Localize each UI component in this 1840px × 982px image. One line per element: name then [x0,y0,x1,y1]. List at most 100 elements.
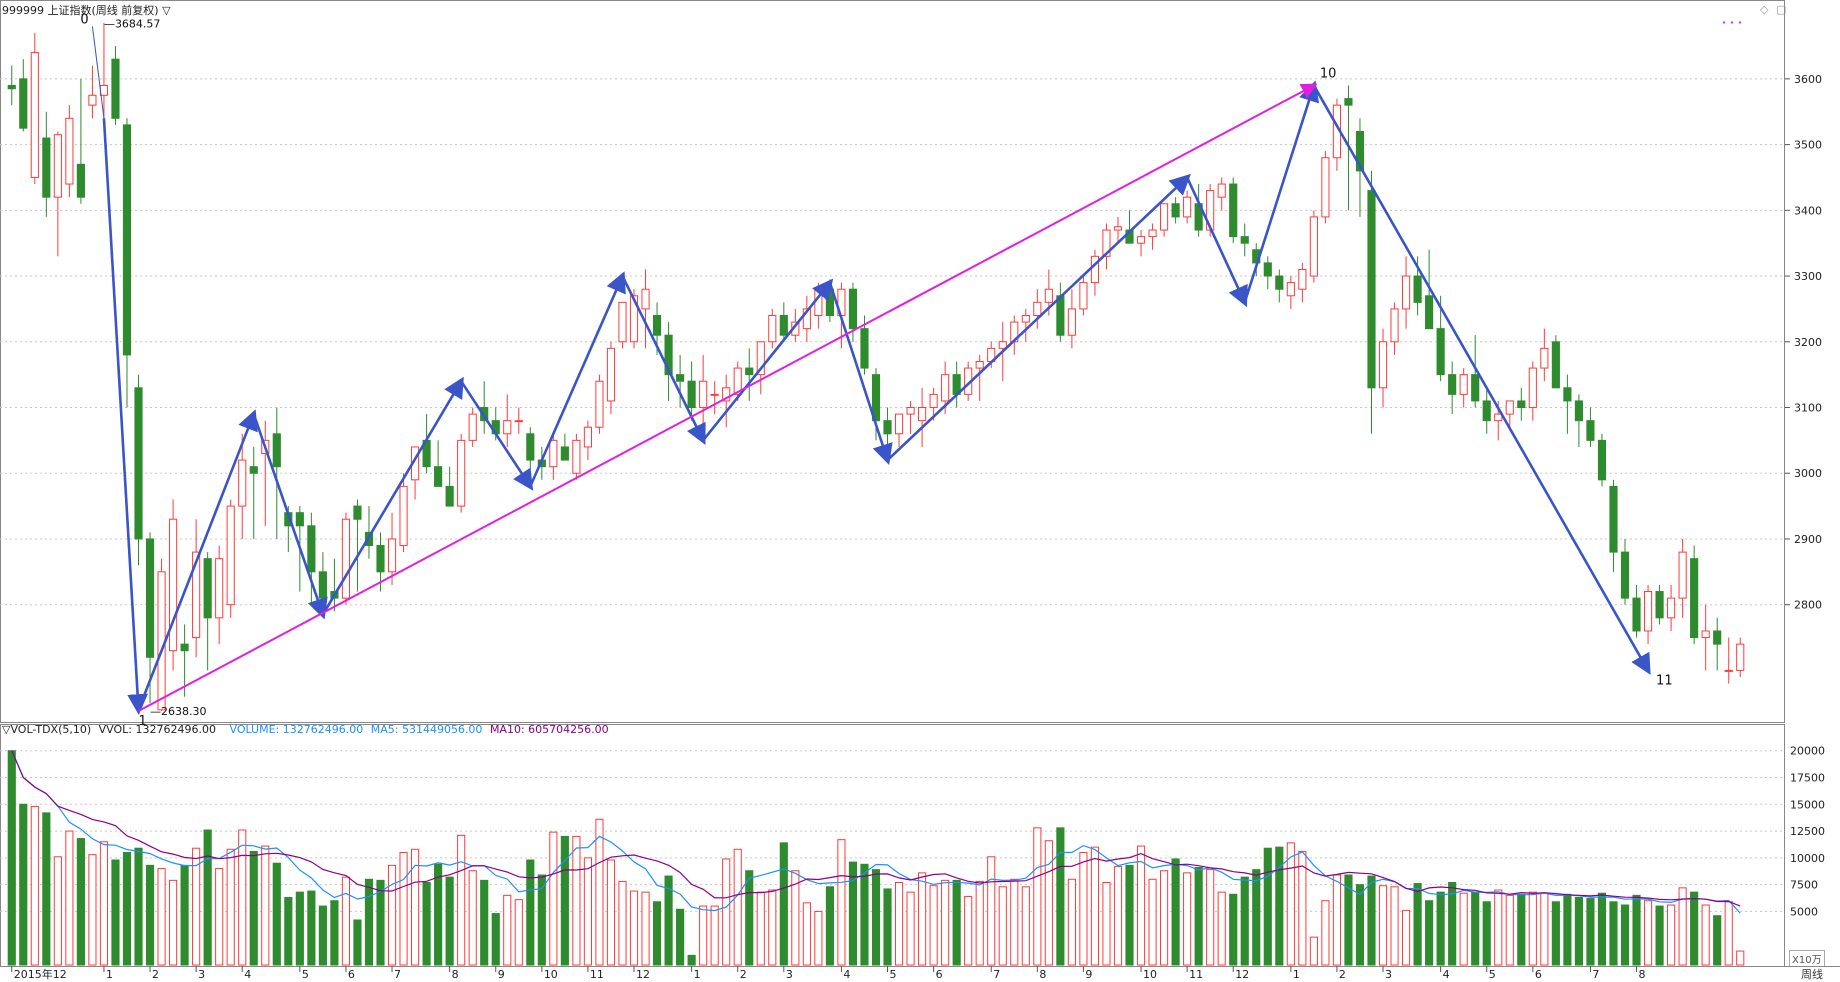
volume-bar [1113,865,1123,966]
candle-body [169,518,178,652]
time-tick-label: 2 [1339,968,1346,981]
price-tick-label: 3400 [1794,204,1822,217]
time-tick-label: 3 [198,968,205,981]
candle-body [192,551,201,639]
candle-body [848,288,858,330]
volume-bar [1390,886,1399,966]
trend-line [138,83,1318,712]
time-tick-label: 12 [636,968,650,981]
wave-point-label: 1 [139,714,147,729]
candle-body [238,459,247,507]
candle-body [998,341,1007,349]
candle-body [1321,157,1330,218]
price-tick-label: 3100 [1794,402,1822,415]
volume-bar [157,868,166,966]
volume-bar [1033,827,1042,966]
price-tick-label: 2900 [1794,533,1822,546]
volume-bar [1240,876,1249,966]
volume-bar [295,891,304,966]
volume-bar [1436,891,1445,966]
volume-bar [1067,878,1076,966]
volume-bar [215,868,224,966]
time-tick-label: 1 [694,968,701,981]
volume-bar [387,864,397,966]
candle-body [1597,439,1607,481]
candle-body [434,466,443,487]
candle-body [1067,308,1076,336]
candle-body [1517,400,1526,409]
candle-body [583,426,592,448]
volume-bar [1298,850,1307,966]
candle-body [1355,130,1365,172]
volume-bar [318,905,327,966]
volume-bar [652,901,662,966]
volume-bar [169,879,178,966]
time-tick-label: 6 [1535,968,1542,981]
candle-body [1655,591,1664,619]
volume-bar [1505,894,1514,966]
volume-bar [1471,891,1480,966]
candle-body [1033,301,1042,316]
volume-bar [1701,904,1710,966]
vvol-value: VVOL: 132762496.00 [98,723,216,736]
volume-bar [88,854,97,966]
restore-icon[interactable]: ◇ [1760,3,1769,16]
volume-bar [1171,858,1180,966]
time-tick-label: 5 [1489,968,1496,981]
period-label[interactable]: 周线 [1801,968,1823,981]
candle-body [606,347,616,402]
candle-body [1436,328,1445,376]
volume-bar [445,876,454,966]
candle-body [1736,643,1745,671]
volume-bar [699,905,708,966]
wave-segment [1185,176,1248,308]
volume-bar [883,888,892,966]
time-tick-label: 1 [106,968,113,981]
candle-body [318,571,327,599]
candle-body [1309,216,1318,277]
volume-bar [1678,887,1687,966]
volume-bar [929,885,938,966]
wave-point-label: 10 [1320,66,1337,81]
volume-bar [733,848,742,966]
candle-body [526,433,535,461]
volume-bar [745,870,754,966]
candle-body [1102,229,1111,257]
volume-tick-label: 17500 [1790,772,1825,785]
time-tick-label: 2 [740,968,747,981]
volume-bar [1482,901,1491,966]
candle-body [203,558,212,619]
candle-body [560,446,569,461]
price-tick-label: 3600 [1794,73,1822,86]
candle-body [1632,597,1641,632]
volume-bar [1344,874,1353,966]
volume-bar [1540,892,1549,966]
time-tick-label: 7 [1592,968,1599,981]
candle-body [1113,226,1123,231]
time-tick-label: 3 [786,968,793,981]
candle-body [929,393,938,409]
volume-bar [1632,894,1641,966]
time-tick-label: 6 [348,968,355,981]
volume-bar [1079,852,1088,966]
candle-body [1390,308,1399,343]
candle-body [918,407,927,422]
candle-body [341,518,351,599]
volume-bar [353,919,362,966]
candle-body [1171,203,1180,218]
candle-body [1160,203,1169,231]
price-tick-label: 2800 [1794,599,1822,612]
candle-body [1298,268,1307,290]
indicator-name[interactable]: ▽VOL-TDX(5,10) [2,723,92,736]
candle-body [1643,591,1653,632]
volume-bar [1090,846,1100,966]
candle-body [1286,282,1295,297]
candle-body [1551,341,1560,389]
candle-body [1724,669,1733,672]
candle-body [722,387,731,402]
maximize-icon[interactable]: ▢ [1776,3,1787,16]
wave-segment [702,278,834,442]
ma5-value: MA5: 531449056.00 [370,723,483,736]
legend-dots: · · · [1722,16,1743,29]
